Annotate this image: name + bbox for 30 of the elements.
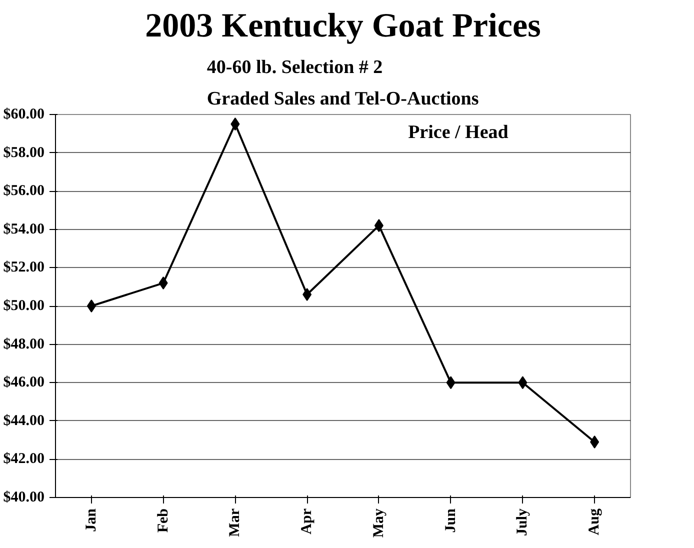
- x-tick-label: Feb: [155, 508, 172, 533]
- x-tick-label: Aug: [586, 508, 603, 536]
- x-tick-label: May: [370, 508, 387, 538]
- y-tick-label: $42.00: [3, 451, 44, 468]
- y-tick-label: $44.00: [3, 412, 44, 429]
- point: [302, 288, 312, 302]
- y-tick-label: $60.00: [3, 106, 44, 122]
- point: [518, 376, 528, 390]
- point: [86, 300, 96, 312]
- point: [446, 376, 456, 390]
- chart-title: 2003 Kentucky Goat Prices: [145, 8, 541, 44]
- y-tick-label: $56.00: [3, 183, 44, 200]
- y-tick-label: $52.00: [3, 260, 44, 276]
- y-tick-label: $46.00: [3, 374, 44, 391]
- point: [374, 219, 384, 232]
- point: [590, 435, 600, 448]
- y-tick-label: $40.00: [3, 490, 44, 506]
- point: [230, 118, 240, 131]
- x-tick-label: July: [514, 508, 531, 536]
- x-tick-label: Mar: [227, 508, 244, 537]
- chart-subtitle: 40-60 lb. Selection # 2 Graded Sales and Tel-O-Auctions: [206, 57, 479, 110]
- y-tick-label: $48.00: [3, 336, 44, 352]
- y-tick-label: $50.00: [3, 298, 44, 314]
- x-tick-label: Jun: [442, 508, 459, 533]
- text: Price / Head: [408, 122, 509, 144]
- x-tick-label: Apr: [299, 508, 316, 534]
- y-tick-label: $54.00: [3, 221, 44, 238]
- x-tick-label: Jan: [83, 508, 100, 532]
- y-tick-label: $58.00: [3, 144, 44, 161]
- point: [158, 276, 168, 290]
